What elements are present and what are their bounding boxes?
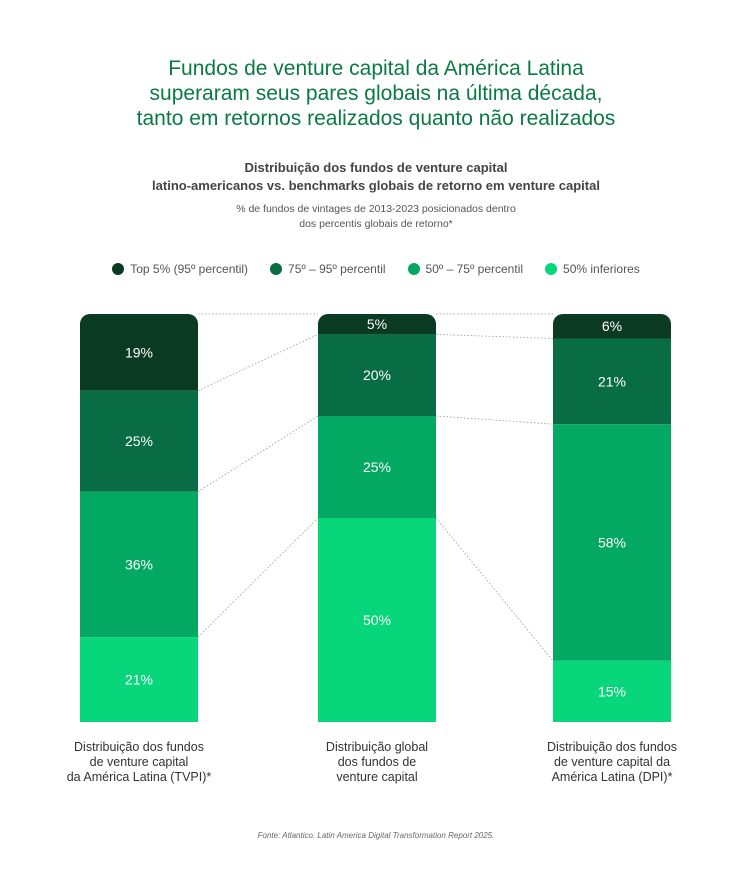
- bar-segment: [553, 424, 671, 661]
- source-note: Fonte: Atlantico. Latin America Digital …: [257, 831, 495, 840]
- connector-line: [435, 334, 554, 339]
- chart-subtitle: Distribuição dos fundos de venture capit…: [0, 159, 752, 195]
- bar-segment: [553, 314, 671, 339]
- note-line: dos percentis globais de retorno*: [299, 218, 453, 230]
- bar-segment: [80, 390, 198, 492]
- bar-segment: [318, 416, 436, 518]
- subtitle-line: Distribuição dos fundos de venture capit…: [244, 160, 508, 175]
- legend-item: 50º – 75º percentil: [407, 262, 524, 276]
- data-label: 6%: [602, 318, 622, 334]
- category-label: Distribuição dos fundos de venture capita…: [66, 740, 212, 784]
- bar-segment: [318, 334, 436, 416]
- data-label: 21%: [125, 672, 153, 688]
- title-line: superaram seus pares globais na última d…: [149, 82, 603, 105]
- data-label: 19%: [125, 344, 153, 360]
- data-label: 25%: [125, 433, 153, 449]
- bar-segment: [553, 660, 671, 722]
- legend-swatch: [545, 263, 558, 275]
- category-label: Distribuição global dos fundos de venture …: [325, 740, 429, 784]
- connector-line: [197, 517, 319, 638]
- data-label: 25%: [363, 459, 391, 475]
- data-label: 21%: [598, 373, 626, 389]
- connector-line: [435, 517, 554, 662]
- connector-line: [197, 334, 319, 392]
- legend-swatch: [112, 263, 125, 275]
- bar-segment: [318, 518, 436, 722]
- legend-item: 50% inferiores: [545, 262, 640, 276]
- data-label: 15%: [598, 683, 626, 699]
- note-line: % de fundos de vintages de 2013-2023 pos…: [236, 203, 516, 215]
- connector-line: [197, 415, 319, 493]
- legend-swatch: [270, 263, 283, 275]
- title-line: tanto em retornos realizados quanto não …: [136, 107, 616, 130]
- connector-line: [435, 415, 554, 425]
- legend-item: 75º – 95º percentil: [270, 262, 386, 276]
- legend-label: 50º – 75º percentil: [425, 262, 524, 276]
- legend-item: Top 5% (95º percentil): [112, 262, 248, 276]
- data-label: 58%: [598, 534, 626, 550]
- category-label: Distribuição dos fundos de venture capita…: [547, 740, 677, 784]
- data-label: 5%: [367, 316, 387, 332]
- bar-segment: [553, 338, 671, 425]
- chart-note: % de fundos de vintages de 2013-2023 pos…: [0, 202, 752, 232]
- data-label: 20%: [363, 367, 391, 383]
- subtitle-line: latino-americanos vs. benchmarks globais…: [152, 178, 600, 193]
- title-line: Fundos de venture capital da América Lat…: [168, 57, 584, 80]
- bar-segment: [80, 637, 198, 722]
- bar-segment: [80, 491, 198, 638]
- legend-label: Top 5% (95º percentil): [130, 262, 249, 276]
- legend-swatch: [407, 263, 420, 275]
- data-label: 50%: [363, 612, 391, 628]
- legend: Top 5% (95º percentil) 75º – 95º percenti…: [0, 262, 752, 276]
- legend-label: 50% inferiores: [563, 262, 640, 276]
- legend-label: 75º – 95º percentil: [288, 262, 386, 276]
- bar-segment: [318, 314, 436, 335]
- data-label: 36%: [125, 556, 153, 572]
- chart-title: Fundos de venture capital da América Lat…: [0, 56, 752, 131]
- bar-segment: [80, 314, 198, 391]
